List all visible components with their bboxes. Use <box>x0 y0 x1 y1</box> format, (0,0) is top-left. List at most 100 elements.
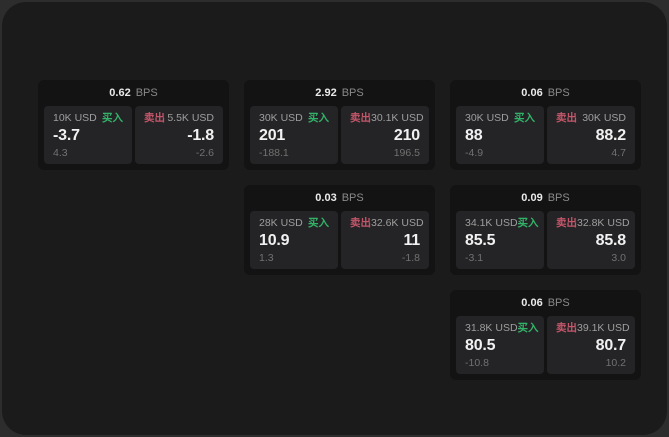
sell-panel-top: 卖出 32.6K USD <box>350 217 424 229</box>
buy-price-value: 10.9 <box>259 231 290 249</box>
card-body: 31.8K USD 买入 80.5 -10.8 卖出 39.1K USD 80.… <box>450 316 641 380</box>
sell-panel[interactable]: 卖出 30.1K USD 210 196.5 <box>341 106 429 164</box>
sell-price-value: 88.2 <box>595 126 627 144</box>
sell-panel[interactable]: 卖出 5.5K USD -1.8 -2.6 <box>135 106 223 164</box>
buy-amount-label: 34.1K USD <box>465 217 518 229</box>
quote-card: 0.06 BPS 30K USD 买入 88 -4.9 卖出 30K USD 8… <box>450 80 641 170</box>
buy-amount-label: 30K USD <box>465 112 509 124</box>
card-header: 0.06 BPS <box>450 290 641 316</box>
sell-sub-value: 10.2 <box>605 356 626 369</box>
buy-price-value: 80.5 <box>465 336 496 354</box>
quote-card: 0.62 BPS 10K USD 买入 -3.7 4.3 卖出 5.5K USD… <box>38 80 229 170</box>
card-body: 28K USD 买入 10.9 1.3 卖出 32.6K USD 11 -1.8 <box>244 211 435 275</box>
card-header: 0.03 BPS <box>244 185 435 211</box>
bps-value: 0.06 <box>521 297 543 309</box>
buy-sub-value: 1.3 <box>259 251 274 264</box>
buy-panel[interactable]: 31.8K USD 买入 80.5 -10.8 <box>456 316 544 374</box>
buy-panel-top: 34.1K USD 买入 <box>465 217 539 229</box>
buy-price-value: 85.5 <box>465 231 496 249</box>
buy-side-label: 买入 <box>517 217 539 229</box>
quote-card: 0.06 BPS 31.8K USD 买入 80.5 -10.8 卖出 39.1… <box>450 290 641 380</box>
sell-panel-top: 卖出 30K USD <box>556 113 626 124</box>
sell-sub-value: 4.7 <box>611 146 626 159</box>
sell-side-label: 卖出 <box>350 112 371 124</box>
buy-sub-value: -3.1 <box>465 251 484 264</box>
sell-panel-top: 卖出 30.1K USD <box>350 112 424 124</box>
sell-panel[interactable]: 卖出 39.1K USD 80.7 10.2 <box>547 316 635 374</box>
buy-amount-label: 31.8K USD <box>465 322 518 334</box>
card-header: 0.62 BPS <box>38 80 229 106</box>
sell-amount-label: 32.6K USD <box>371 217 424 229</box>
buy-panel[interactable]: 34.1K USD 买入 85.5 -3.1 <box>456 211 544 269</box>
sell-panel[interactable]: 卖出 32.8K USD 85.8 3.0 <box>547 211 635 269</box>
buy-sub-value: -4.9 <box>465 146 484 159</box>
sell-price-value: -1.8 <box>187 126 214 144</box>
bps-unit-label: BPS <box>341 192 364 204</box>
bps-unit-label: BPS <box>135 87 158 99</box>
bps-value: 2.92 <box>315 87 337 99</box>
sell-panel-top: 卖出 39.1K USD <box>556 322 630 334</box>
buy-side-label: 买入 <box>102 112 123 124</box>
buy-side-label: 买入 <box>308 112 329 124</box>
sell-side-label: 卖出 <box>556 322 577 334</box>
buy-side-label: 买入 <box>517 322 539 334</box>
sell-panel-top: 卖出 32.8K USD <box>556 217 630 229</box>
quote-card: 0.03 BPS 28K USD 买入 10.9 1.3 卖出 32.6K US… <box>244 185 435 275</box>
buy-panel[interactable]: 10K USD 买入 -3.7 4.3 <box>44 106 132 164</box>
card-header: 0.06 BPS <box>450 80 641 106</box>
bps-value: 0.06 <box>521 87 543 99</box>
card-body: 30K USD 买入 201 -188.1 卖出 30.1K USD 210 1… <box>244 106 435 170</box>
sell-amount-label: 30.1K USD <box>371 112 424 124</box>
buy-side-label: 买入 <box>514 112 535 124</box>
bps-unit-label: BPS <box>547 297 570 309</box>
sell-price-value: 85.8 <box>595 231 627 249</box>
sell-side-label: 卖出 <box>556 112 577 124</box>
sell-sub-value: 196.5 <box>393 146 420 159</box>
bps-value: 0.09 <box>521 192 543 204</box>
sell-side-label: 卖出 <box>556 217 577 229</box>
buy-amount-label: 28K USD <box>259 217 303 229</box>
card-body: 10K USD 买入 -3.7 4.3 卖出 5.5K USD -1.8 -2.… <box>38 106 229 170</box>
cards-grid: 0.62 BPS 10K USD 买入 -3.7 4.3 卖出 5.5K USD… <box>38 80 641 380</box>
buy-panel-top: 28K USD 买入 <box>259 218 329 229</box>
buy-price-value: -3.7 <box>53 126 80 144</box>
bps-value: 0.03 <box>315 192 337 204</box>
card-body: 34.1K USD 买入 85.5 -3.1 卖出 32.8K USD 85.8… <box>450 211 641 275</box>
buy-price-value: 201 <box>259 126 286 144</box>
sell-amount-label: 32.8K USD <box>577 217 630 229</box>
buy-panel-top: 10K USD 买入 <box>53 113 123 124</box>
buy-side-label: 买入 <box>308 217 329 229</box>
buy-amount-label: 30K USD <box>259 112 303 124</box>
sell-price-value: 11 <box>403 231 420 249</box>
buy-panel[interactable]: 28K USD 买入 10.9 1.3 <box>250 211 338 269</box>
bps-value: 0.62 <box>109 87 131 99</box>
sell-sub-value: 3.0 <box>611 251 626 264</box>
sell-panel[interactable]: 卖出 30K USD 88.2 4.7 <box>547 106 635 164</box>
sell-price-value: 80.7 <box>595 336 627 354</box>
sell-panel[interactable]: 卖出 32.6K USD 11 -1.8 <box>341 211 429 269</box>
sell-side-label: 卖出 <box>350 217 371 229</box>
sell-panel-top: 卖出 5.5K USD <box>144 113 214 124</box>
sell-price-value: 210 <box>393 126 420 144</box>
buy-amount-label: 10K USD <box>53 112 97 124</box>
card-header: 0.09 BPS <box>450 185 641 211</box>
sell-side-label: 卖出 <box>144 112 165 124</box>
sell-amount-label: 39.1K USD <box>577 322 630 334</box>
buy-panel-top: 31.8K USD 买入 <box>465 322 539 334</box>
buy-sub-value: -188.1 <box>259 146 289 159</box>
card-body: 30K USD 买入 88 -4.9 卖出 30K USD 88.2 4.7 <box>450 106 641 170</box>
buy-panel[interactable]: 30K USD 买入 88 -4.9 <box>456 106 544 164</box>
quote-card: 2.92 BPS 30K USD 买入 201 -188.1 卖出 30.1K … <box>244 80 435 170</box>
card-header: 2.92 BPS <box>244 80 435 106</box>
buy-panel-top: 30K USD 买入 <box>259 113 329 124</box>
bps-unit-label: BPS <box>547 192 570 204</box>
sell-sub-value: -1.8 <box>401 251 420 264</box>
quote-card: 0.09 BPS 34.1K USD 买入 85.5 -3.1 卖出 32.8K… <box>450 185 641 275</box>
buy-panel[interactable]: 30K USD 买入 201 -188.1 <box>250 106 338 164</box>
bps-unit-label: BPS <box>547 87 570 99</box>
sell-sub-value: -2.6 <box>195 146 214 159</box>
sell-amount-label: 30K USD <box>582 112 626 124</box>
buy-sub-value: -10.8 <box>465 356 489 369</box>
sell-amount-label: 5.5K USD <box>167 112 214 124</box>
